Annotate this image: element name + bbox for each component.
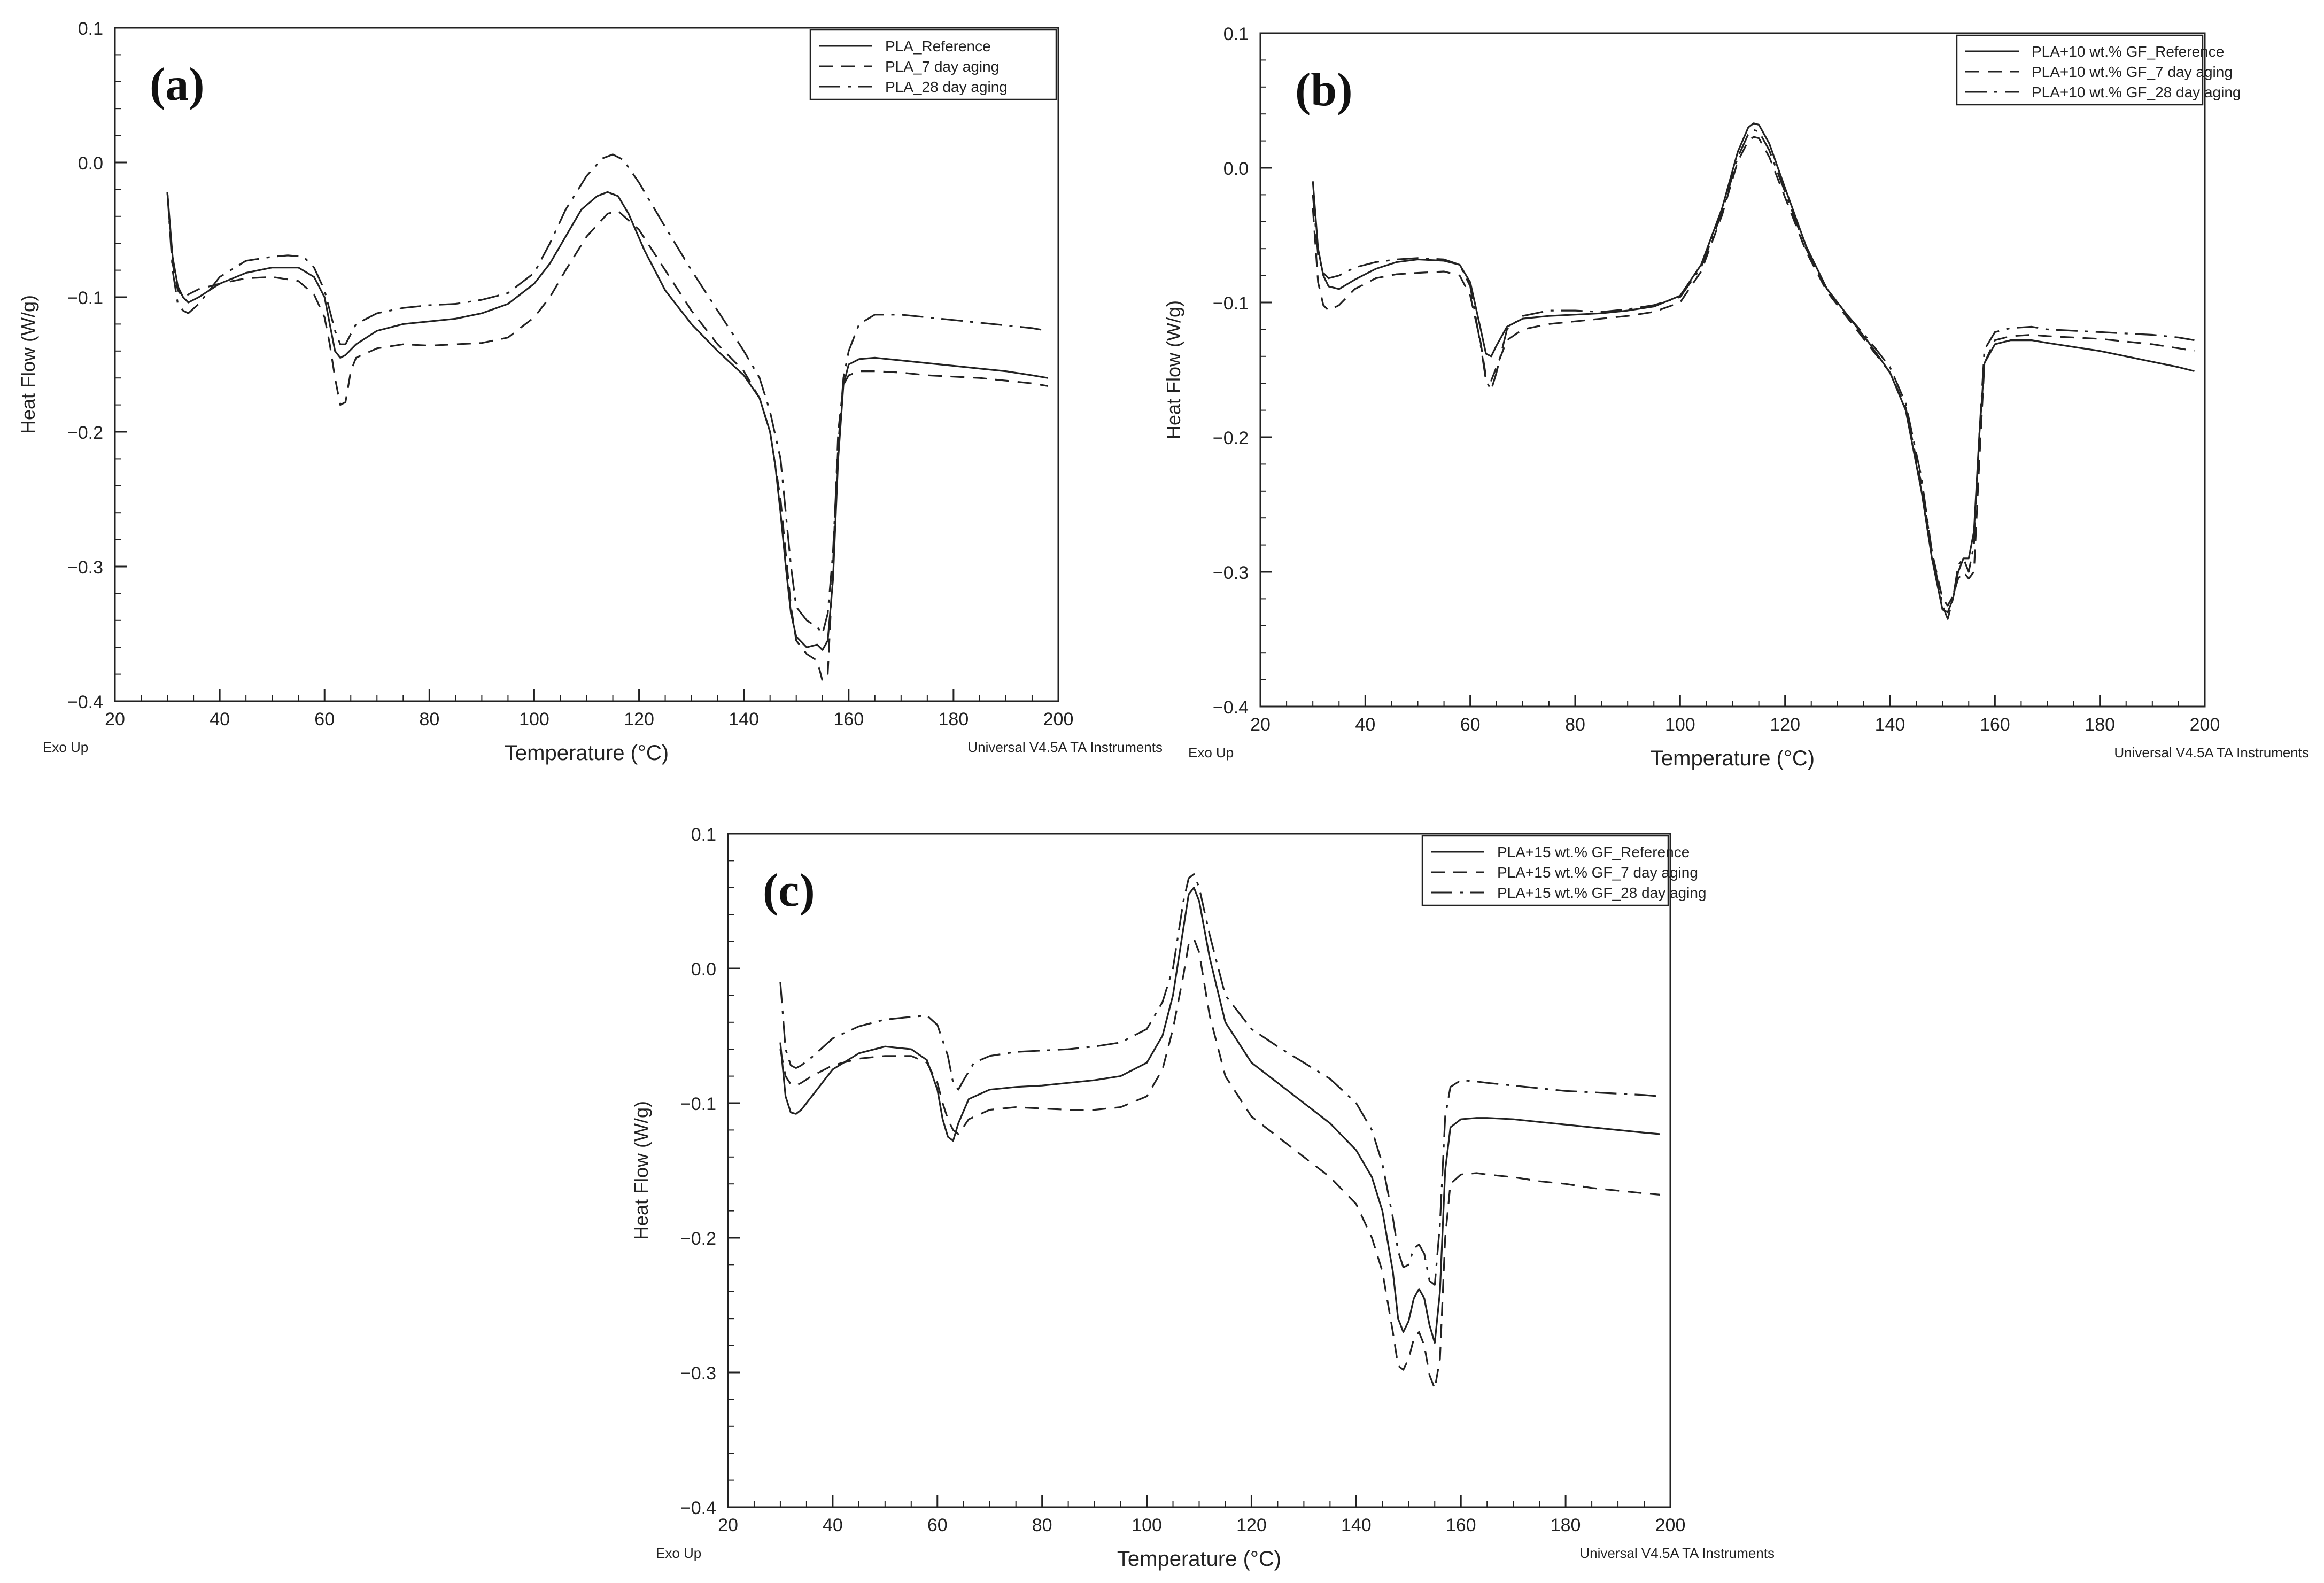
x-tick-label: 160 — [833, 709, 864, 730]
chart-panel-1: −0.4 −0.3 −0.2 −0.1 0.0 0.1 20 40 60 80 100 120 140 1… — [1163, 24, 2309, 770]
legend-box — [1421, 835, 1669, 906]
panel-label: (c) — [763, 865, 815, 917]
x-tick-label: 20 — [1250, 715, 1271, 735]
x-tick-label: 200 — [1655, 1515, 1686, 1535]
legend-label-2: PLA+15 wt.% GF_28 day aging — [1497, 884, 1706, 901]
series-line-1 — [779, 938, 1660, 1390]
legend-label-1: PLA+15 wt.% GF_7 day aging — [1497, 864, 1698, 881]
x-tick-label: 120 — [1236, 1515, 1267, 1535]
y-axis-title: Heat Flow (W/g) — [1163, 300, 1184, 439]
plot-frame — [1259, 32, 2206, 708]
y-tick-label: −0.2 — [67, 423, 103, 443]
panel-label: (a) — [150, 59, 205, 111]
chart-panel-2: −0.4 −0.3 −0.2 −0.1 0.0 0.1 20 40 60 80 100 120 140 1… — [630, 825, 1775, 1571]
legend-label-1: PLA_7 day aging — [885, 58, 999, 75]
footer-exo-up: Exo Up — [43, 739, 88, 755]
x-tick-label: 80 — [1032, 1515, 1052, 1535]
legend-box — [1956, 34, 2204, 106]
x-tick-label: 100 — [519, 709, 549, 730]
y-axis-title: Heat Flow (W/g) — [630, 1101, 652, 1240]
y-tick-label: 0.1 — [78, 19, 103, 39]
x-tick-label: 160 — [1980, 715, 2010, 735]
series-line-2 — [779, 873, 1660, 1286]
legend: PLA+10 wt.% GF_Reference PLA+10 wt.% GF_7… — [1956, 34, 2241, 106]
y-tick-label: −0.3 — [680, 1363, 716, 1384]
x-tick-label: 180 — [1551, 1515, 1581, 1535]
y-tick-label: −0.4 — [1213, 697, 1249, 718]
x-axis-title: Temperature (°C) — [1651, 747, 1815, 770]
x-axis-title: Temperature (°C) — [505, 741, 669, 765]
x-tick-label: 100 — [1665, 715, 1695, 735]
x-tick-label: 120 — [624, 709, 654, 730]
footer-instrument: Universal V4.5A TA Instruments — [2114, 744, 2309, 761]
footer-instrument: Universal V4.5A TA Instruments — [967, 739, 1163, 755]
series-line-0 — [1312, 122, 2195, 614]
series-line-0 — [166, 191, 1048, 651]
y-tick-label: 0.0 — [78, 153, 103, 174]
y-tick-label: 0.0 — [691, 959, 716, 980]
y-tick-label: −0.4 — [680, 1498, 716, 1518]
y-axis-title: Heat Flow (W/g) — [17, 295, 39, 434]
y-tick-label: 0.0 — [1223, 159, 1249, 179]
x-tick-label: 140 — [729, 709, 759, 730]
series-line-1 — [166, 192, 1048, 682]
series-line-2 — [166, 153, 1048, 635]
y-tick-label: −0.4 — [67, 692, 103, 712]
x-tick-label: 60 — [927, 1515, 948, 1535]
x-axis-title: Temperature (°C) — [1117, 1547, 1281, 1571]
x-tick-label: 40 — [823, 1515, 843, 1535]
y-tick-label: −0.1 — [67, 288, 103, 308]
x-tick-label: 180 — [2085, 715, 2115, 735]
x-tick-label: 20 — [105, 709, 125, 730]
legend-label-0: PLA+10 wt.% GF_Reference — [2032, 43, 2224, 60]
series-line-1 — [1312, 136, 2195, 607]
legend-label-1: PLA+10 wt.% GF_7 day aging — [2032, 64, 2233, 80]
legend: PLA_Reference PLA_7 day aging PLA_28 day a… — [809, 29, 1057, 100]
x-tick-label: 60 — [1460, 715, 1481, 735]
plot-frame — [727, 833, 1671, 1508]
footer-instrument: Universal V4.5A TA Instruments — [1579, 1545, 1775, 1561]
y-tick-label: −0.3 — [67, 557, 103, 578]
x-tick-label: 60 — [314, 709, 335, 730]
panel-label: (b) — [1295, 64, 1353, 116]
y-tick-label: −0.2 — [1213, 428, 1249, 448]
x-tick-label: 20 — [718, 1515, 738, 1535]
x-tick-label: 140 — [1875, 715, 1905, 735]
y-tick-label: −0.1 — [1213, 293, 1249, 314]
x-tick-label: 200 — [2190, 715, 2220, 735]
legend-label-2: PLA+10 wt.% GF_28 day aging — [2032, 84, 2241, 100]
x-tick-label: 120 — [1770, 715, 1800, 735]
legend-box — [809, 29, 1057, 100]
legend-label-2: PLA_28 day aging — [885, 79, 1008, 95]
legend: PLA+15 wt.% GF_Reference PLA+15 wt.% GF_7… — [1421, 835, 1706, 906]
legend-label-0: PLA+15 wt.% GF_Reference — [1497, 844, 1690, 860]
x-tick-label: 160 — [1446, 1515, 1476, 1535]
y-tick-label: −0.1 — [680, 1094, 716, 1114]
x-tick-label: 140 — [1341, 1515, 1372, 1535]
x-tick-label: 40 — [1355, 715, 1375, 735]
x-tick-label: 100 — [1132, 1515, 1162, 1535]
footer-exo-up: Exo Up — [1188, 744, 1234, 761]
x-tick-label: 200 — [1043, 709, 1074, 730]
plot-frame — [114, 27, 1059, 702]
x-tick-label: 80 — [1565, 715, 1585, 735]
x-tick-label: 40 — [210, 709, 230, 730]
chart-panel-0: −0.4 −0.3 −0.2 −0.1 0.0 0.1 20 40 60 80 100 120 140 1… — [17, 19, 1163, 765]
legend-label-0: PLA_Reference — [885, 38, 991, 55]
y-tick-label: −0.3 — [1213, 563, 1249, 583]
series-line-2 — [1312, 129, 2195, 620]
footer-exo-up: Exo Up — [656, 1545, 701, 1561]
y-tick-label: −0.2 — [680, 1229, 716, 1249]
y-tick-label: 0.1 — [1223, 24, 1249, 44]
x-tick-label: 180 — [939, 709, 969, 730]
series-line-0 — [779, 887, 1660, 1344]
x-tick-label: 80 — [419, 709, 439, 730]
y-tick-label: 0.1 — [691, 825, 716, 845]
